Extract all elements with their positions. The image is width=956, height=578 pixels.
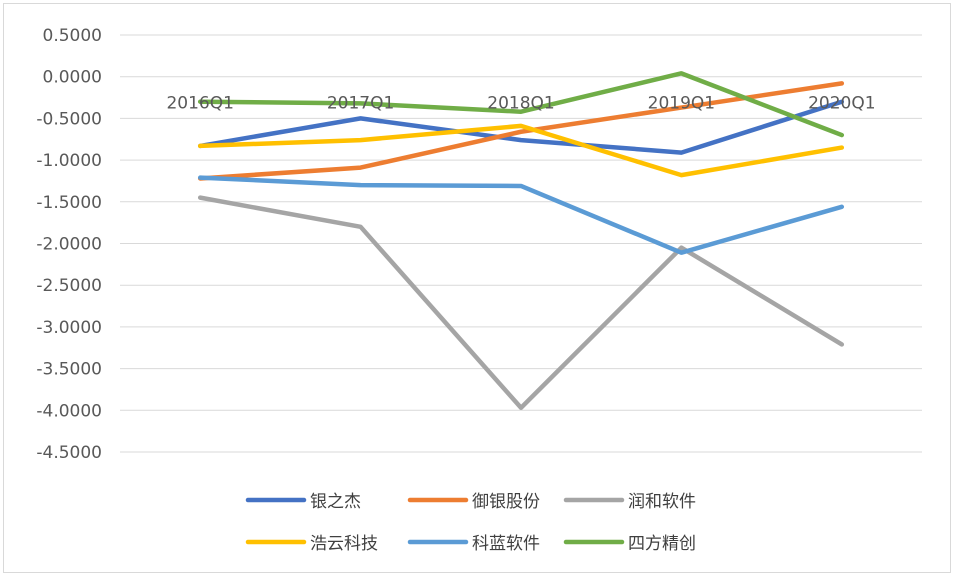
x-tick-label: 2017Q1 [327, 94, 394, 114]
series-line-2 [197, 81, 845, 181]
y-tick-label: 0.0000 [43, 68, 102, 88]
y-tick-label: -1.5000 [36, 193, 102, 213]
legend-label: 御银股份 [472, 492, 540, 512]
series-line-6 [197, 71, 845, 138]
legend-label: 四方精创 [628, 534, 696, 554]
x-tick-label: 2020Q1 [808, 94, 875, 114]
y-tick-label: -1.0000 [36, 151, 102, 171]
legend-label: 浩云科技 [310, 534, 378, 554]
x-tick-label: 2019Q1 [648, 94, 715, 114]
x-tick-label: 2018Q1 [487, 94, 554, 114]
series-line-3 [197, 195, 845, 411]
y-tick-label: -3.5000 [36, 360, 102, 380]
series-line-4 [197, 123, 845, 178]
series-line-5 [197, 175, 845, 255]
series-line-1 [197, 99, 845, 155]
legend-label: 润和软件 [628, 492, 696, 512]
legend-label: 科蓝软件 [472, 534, 540, 554]
y-tick-label: -2.0000 [36, 235, 102, 255]
y-tick-label: -3.0000 [36, 318, 102, 338]
y-tick-label: -4.5000 [36, 443, 102, 463]
x-tick-label: 2016Q1 [166, 94, 233, 114]
y-tick-label: 0.5000 [43, 26, 102, 46]
y-tick-label: -0.5000 [36, 109, 102, 129]
y-tick-label: -4.0000 [36, 401, 102, 421]
chart-frame [3, 3, 951, 573]
y-tick-label: -2.5000 [36, 276, 102, 296]
legend-label: 银之杰 [310, 492, 361, 512]
